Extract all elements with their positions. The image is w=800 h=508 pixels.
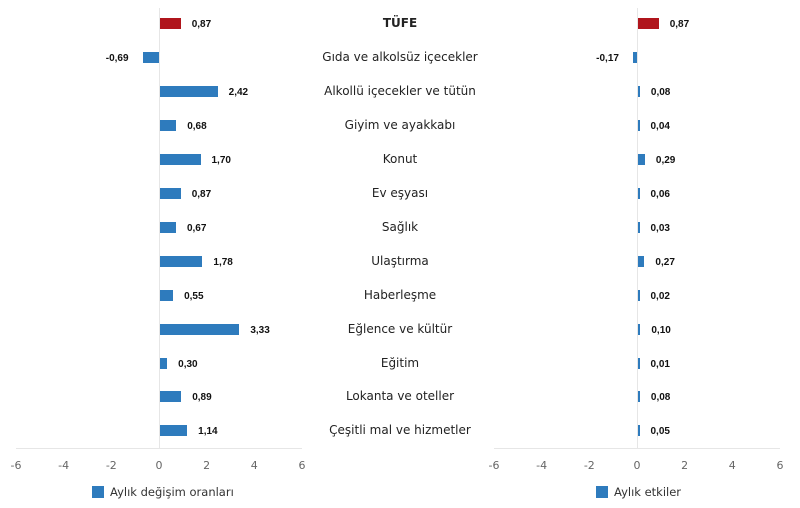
x-tick-label: -4 [58,459,70,472]
value-label: 0,03 [650,222,670,234]
value-label: 0,02 [650,290,670,302]
value-label: -0,69 [105,52,129,64]
data-bar [160,187,181,199]
data-bar [638,119,640,131]
category-label: Eğitim [380,355,420,370]
value-label: -0,17 [596,52,619,64]
left-zero-line [159,8,160,449]
category-label: Sağlık [381,219,419,234]
data-bar [160,323,240,335]
right-legend: Aylık etkiler [596,485,681,499]
value-label: 0,04 [650,120,670,132]
x-tick-label: 6 [298,459,306,472]
data-bar [638,289,640,301]
category-label: Giyim ve ayakkabı [344,117,456,132]
right-x-axis [494,448,780,449]
x-tick-label: 4 [250,459,258,472]
x-tick-label: -6 [488,459,500,472]
category-label: Alkollü içecekler ve tütün [324,83,476,98]
value-label: 0,68 [187,120,207,132]
category-label: Çeşitli mal ve hizmetler [329,423,471,438]
category-label: Haberleşme [363,287,437,302]
value-label: 0,55 [184,290,204,302]
right-zero-line [637,8,638,449]
value-label: 1,14 [198,426,218,438]
value-label: 0,05 [650,426,670,438]
left-legend: Aylık değişim oranları [92,485,234,499]
data-bar [638,357,640,369]
data-bar [160,289,174,301]
data-bar [638,255,645,267]
data-bar [638,85,640,97]
value-label: 0,10 [651,324,671,336]
data-bar [160,425,188,437]
data-bar [160,153,201,165]
data-bar [160,119,177,131]
data-bar [638,425,640,437]
x-tick-label: -4 [536,459,548,472]
data-bar [638,153,645,165]
left-x-axis [16,448,302,449]
value-label: 1,70 [211,154,231,166]
legend-swatch-icon [596,486,608,498]
x-tick-label: 6 [776,459,784,472]
value-label: 0,27 [655,256,675,268]
value-label: 0,30 [178,358,198,370]
legend-swatch-icon [92,486,104,498]
data-bar [160,391,182,403]
category-label: Konut [382,151,418,166]
value-label: 0,87 [191,188,212,200]
value-label: 1,78 [213,256,233,268]
category-label: Ev eşyası [371,185,429,200]
total-bar [160,18,181,29]
value-label: 0,87 [669,19,690,30]
data-bar [638,323,641,335]
x-tick-label: -2 [583,459,595,472]
value-label: 0,87 [191,19,212,30]
right-legend-label: Aylık etkiler [614,485,682,499]
data-bar [638,221,640,233]
x-tick-label: 2 [203,459,211,472]
value-label: 0,01 [650,358,670,370]
category-label: Eğlence ve kültür [347,321,453,336]
value-label: 0,08 [650,392,671,404]
data-bar [160,85,218,97]
x-tick-label: -2 [105,459,117,472]
x-tick-label: -6 [10,459,22,472]
category-label: Lokanta ve oteller [345,389,455,404]
x-tick-label: 4 [728,459,736,472]
value-label: 0,67 [186,222,207,234]
data-bar [160,255,203,267]
value-label: 0,29 [655,154,676,166]
value-label: 0,08 [650,86,671,98]
x-tick-label: 0 [155,459,163,472]
x-tick-label: 0 [633,459,641,472]
data-bar [632,51,637,63]
category-label: TÜFE [382,16,418,30]
data-bar [638,187,640,199]
value-label: 0,89 [192,392,212,404]
x-tick-label: 2 [681,459,689,472]
left-legend-label: Aylık değişim oranları [110,485,234,499]
value-label: 0,06 [650,188,670,200]
total-bar [638,18,659,29]
data-bar [638,391,640,403]
value-label: 3,33 [250,324,270,336]
data-bar [160,221,176,233]
data-bar [160,357,168,369]
data-bar [142,51,159,63]
value-label: 2,42 [228,86,249,98]
category-label: Ulaştırma [371,253,429,268]
category-label: Gıda ve alkolsüz içecekler [322,49,478,64]
